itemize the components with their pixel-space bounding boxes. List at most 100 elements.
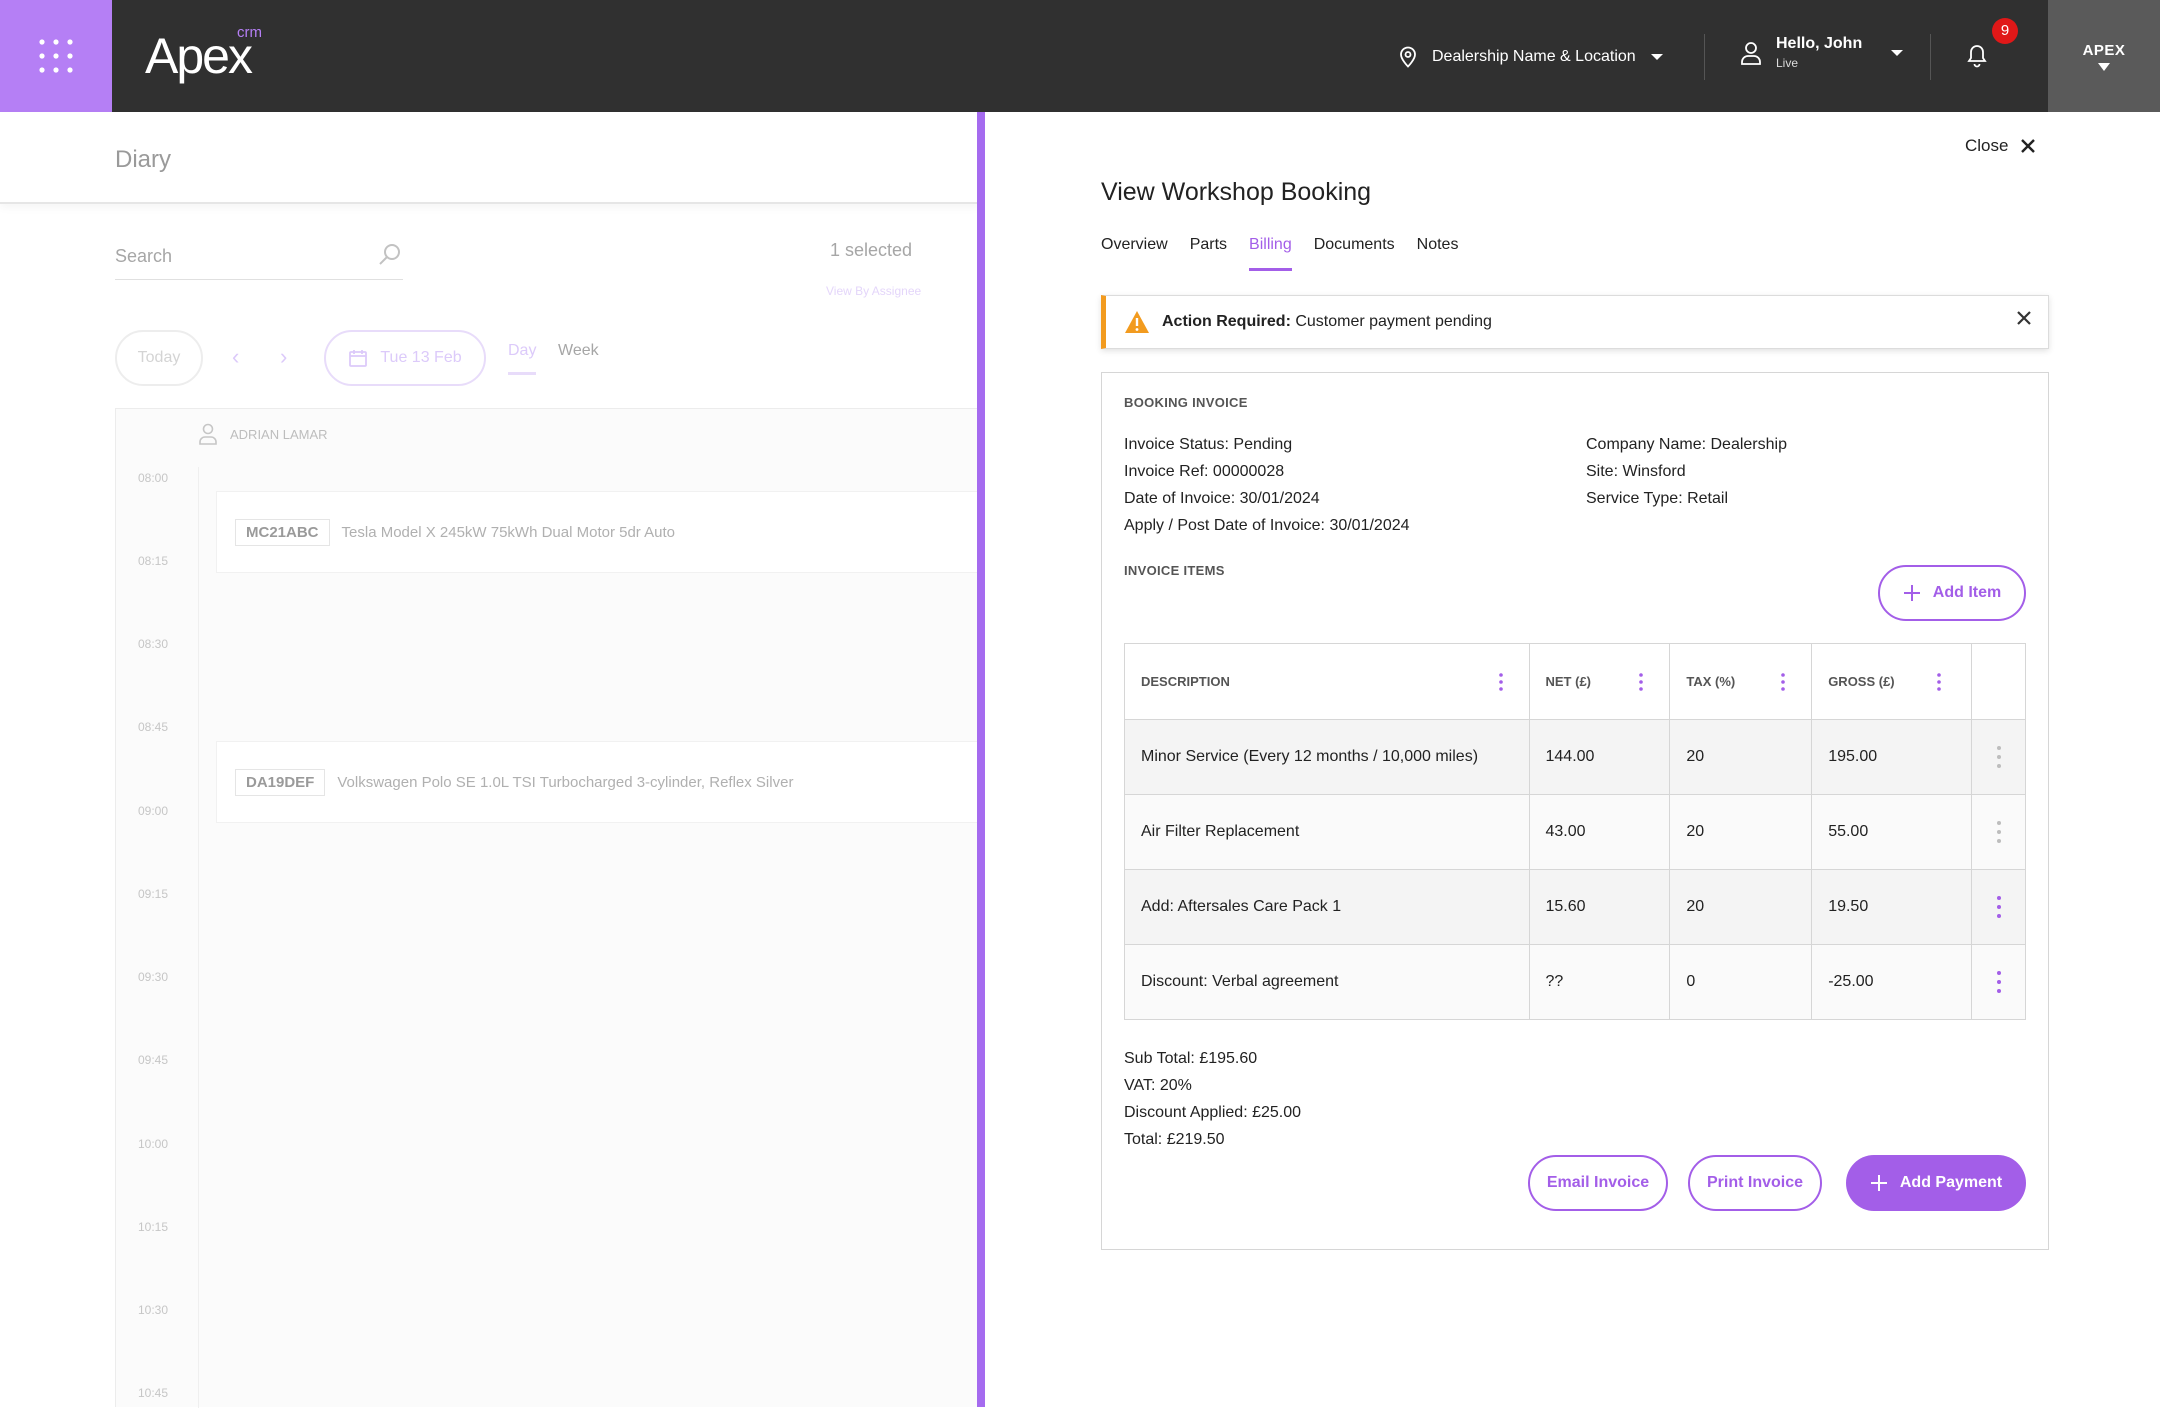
item-net: 144.00 — [1528, 719, 1671, 795]
row-actions[interactable] — [1971, 794, 2026, 870]
tab-notes[interactable]: Notes — [1416, 236, 1459, 253]
search-icon — [379, 244, 400, 265]
user-icon — [1741, 42, 1761, 65]
time-label: 09:45 — [138, 1053, 169, 1067]
tab-documents[interactable]: Documents — [1313, 236, 1395, 253]
item-gross: 19.50 — [1811, 869, 1973, 945]
notifications-button[interactable]: 9 — [1966, 18, 2018, 78]
view-by-assignee-link[interactable]: View By Assignee — [826, 284, 922, 298]
item-gross: 55.00 — [1811, 794, 1973, 870]
time-label: 08:00 — [138, 471, 169, 485]
column-header[interactable]: DESCRIPTION — [1124, 643, 1530, 720]
subtotal: Sub Total: £195.60 — [1124, 1050, 1258, 1067]
close-button[interactable]: Close — [1965, 136, 2036, 156]
location-label: Dealership Name & Location — [1432, 48, 1636, 65]
item-description: Add: Aftersales Care Pack 1 — [1124, 869, 1530, 945]
time-label: 09:30 — [138, 970, 169, 984]
action-required-alert: Action Required: Customer payment pendin… — [1101, 295, 2049, 349]
item-description: Discount: Verbal agreement — [1124, 944, 1530, 1020]
today-button[interactable]: Today — [115, 330, 203, 386]
item-net: ?? — [1528, 944, 1671, 1020]
service-type: Service Type: Retail — [1586, 490, 1728, 507]
invoice-totals: Sub Total: £195.60 VAT: 20% Discount App… — [1124, 1045, 1301, 1153]
more-options-icon[interactable] — [1997, 971, 2002, 993]
user-status: Live — [1776, 56, 1799, 70]
active-tab-indicator — [508, 372, 536, 375]
time-label: 08:30 — [138, 637, 169, 651]
email-invoice-button[interactable]: Email Invoice — [1528, 1155, 1668, 1211]
column-header-label: TAX (%) — [1686, 674, 1736, 689]
item-tax: 20 — [1669, 719, 1813, 795]
table-row: Add: Aftersales Care Pack 1 15.60 20 19.… — [1124, 869, 2026, 945]
tab-parts[interactable]: Parts — [1189, 236, 1228, 253]
user-icon — [199, 423, 217, 445]
row-actions[interactable] — [1971, 944, 2026, 1020]
panel-divider — [977, 112, 985, 1407]
location-selector[interactable]: Dealership Name & Location — [1398, 40, 1664, 74]
diary-search-input[interactable]: Search — [115, 236, 403, 280]
section-title: INVOICE ITEMS — [1124, 563, 1225, 578]
user-menu[interactable]: Hello, John Live — [1740, 34, 1904, 72]
time-label: 09:15 — [138, 887, 169, 901]
item-gross: -25.00 — [1811, 944, 1973, 1020]
booking-card[interactable]: DA19DEF Volkswagen Polo SE 1.0L TSI Turb… — [216, 741, 981, 823]
table-row: Minor Service (Every 12 months / 10,000 … — [1124, 719, 2026, 795]
row-actions[interactable] — [1971, 719, 2026, 795]
apex-logo[interactable]: Apex crm — [145, 24, 265, 84]
close-icon[interactable] — [2016, 310, 2032, 326]
plus-icon — [1870, 1175, 1887, 1191]
item-tax: 0 — [1669, 944, 1813, 1020]
add-item-button[interactable]: Add Item — [1878, 565, 2026, 621]
time-label: 10:45 — [138, 1386, 169, 1400]
brand-menu-button[interactable]: APEX — [2048, 0, 2160, 112]
column-header[interactable]: GROSS (£) — [1811, 643, 1973, 720]
section-title: BOOKING INVOICE — [1124, 395, 1248, 410]
column-menu-icon[interactable] — [1937, 672, 1941, 691]
more-options-icon[interactable] — [1997, 821, 2002, 843]
registration-plate: DA19DEF — [235, 768, 326, 796]
tab-day-view[interactable]: Day — [508, 342, 537, 359]
logo-text: Apex — [145, 28, 253, 84]
time-column-divider — [198, 467, 199, 1408]
invoice-date: Date of Invoice: 30/01/2024 — [1124, 490, 1320, 507]
chevron-left-icon[interactable]: ‹ — [232, 344, 240, 369]
tab-overview[interactable]: Overview — [1101, 236, 1168, 253]
table-row: Discount: Verbal agreement ?? 0 -25.00 — [1124, 944, 2026, 1020]
tab-week-view[interactable]: Week — [558, 342, 599, 359]
discount-applied: Discount Applied: £25.00 — [1124, 1104, 1302, 1121]
page-title: Diary — [115, 146, 172, 173]
total: Total: £219.50 — [1124, 1131, 1225, 1148]
more-options-icon[interactable] — [1997, 896, 2002, 918]
booking-card[interactable]: MC21ABC Tesla Model X 245kW 75kWh Dual M… — [216, 491, 981, 573]
time-label: 08:45 — [138, 720, 169, 734]
tab-billing[interactable]: Billing — [1249, 236, 1292, 271]
time-label: 10:15 — [138, 1220, 169, 1234]
print-invoice-button[interactable]: Print Invoice — [1688, 1155, 1822, 1211]
column-header[interactable]: NET (£) — [1528, 643, 1671, 720]
column-header-label: DESCRIPTION — [1141, 674, 1230, 689]
column-menu-icon[interactable] — [1498, 672, 1503, 691]
chevron-right-icon[interactable]: › — [280, 344, 288, 369]
time-label: 08:15 — [138, 554, 169, 568]
app-menu-button[interactable] — [0, 0, 112, 112]
column-header[interactable]: TAX (%) — [1669, 643, 1813, 720]
chevron-down-icon — [1891, 50, 1904, 56]
invoice-items-table: DESCRIPTION NET (£) TAX (%) GROSS (£) Mi… — [1124, 643, 2026, 1020]
invoice-ref: Invoice Ref: 00000028 — [1124, 463, 1285, 480]
row-actions[interactable] — [1971, 869, 2026, 945]
notification-badge: 9 — [1992, 18, 2018, 44]
item-net: 15.60 — [1528, 869, 1671, 945]
diary-view: Diary Search 1 selected View By Assignee… — [0, 112, 981, 1408]
location-pin-icon — [1400, 46, 1416, 68]
date-picker-button[interactable]: Tue 13 Feb — [324, 330, 486, 386]
workshop-booking-panel: Close View Workshop Booking Overview Par… — [985, 112, 2160, 1407]
invoice-post-date: Apply / Post Date of Invoice: 30/01/2024 — [1124, 517, 1410, 534]
item-net: 43.00 — [1528, 794, 1671, 870]
calendar-icon — [349, 350, 368, 367]
column-menu-icon[interactable] — [1639, 672, 1644, 691]
more-options-icon[interactable] — [1997, 746, 2002, 768]
site: Site: Winsford — [1586, 463, 1686, 480]
registration-plate: MC21ABC — [235, 518, 330, 546]
add-payment-button[interactable]: Add Payment — [1846, 1155, 2026, 1211]
column-menu-icon[interactable] — [1781, 672, 1785, 691]
